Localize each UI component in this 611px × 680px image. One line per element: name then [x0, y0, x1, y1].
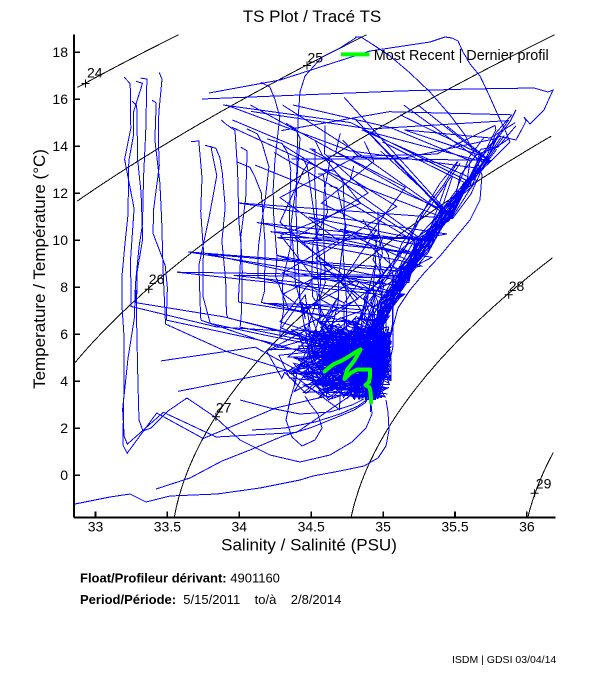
- svg-text:16: 16: [52, 91, 68, 107]
- svg-text:2: 2: [60, 420, 68, 436]
- svg-text:33: 33: [88, 519, 104, 535]
- svg-text:26: 26: [149, 271, 165, 287]
- svg-text:6: 6: [60, 326, 68, 342]
- svg-text:18: 18: [52, 44, 68, 60]
- svg-text:33.5: 33.5: [154, 519, 181, 535]
- svg-text:34.5: 34.5: [298, 519, 325, 535]
- svg-text:Float/Profileur dérivant: 4901: Float/Profileur dérivant: 4901160: [80, 571, 280, 586]
- svg-text:25: 25: [308, 50, 324, 66]
- svg-text:34: 34: [232, 519, 248, 535]
- svg-text:Temperature / Température (°C): Temperature / Température (°C): [30, 149, 49, 389]
- svg-text:10: 10: [52, 232, 68, 248]
- svg-text:29: 29: [536, 476, 552, 492]
- svg-text:35.5: 35.5: [441, 519, 468, 535]
- svg-text:4: 4: [60, 373, 68, 389]
- svg-text:24: 24: [87, 65, 103, 81]
- svg-text:12: 12: [52, 185, 68, 201]
- svg-text:14: 14: [52, 138, 68, 154]
- svg-text:Most Recent | Dernier profil: Most Recent | Dernier profil: [374, 48, 549, 64]
- svg-text:Salinity / Salinité (PSU): Salinity / Salinité (PSU): [221, 536, 397, 555]
- svg-text:36: 36: [519, 519, 535, 535]
- svg-text:8: 8: [60, 279, 68, 295]
- svg-text:Period/Période: 5/15/2011: Period/Période: 5/15/2011 to/à 2/8/2014: [80, 592, 341, 607]
- svg-text:0: 0: [60, 467, 68, 483]
- svg-text:27: 27: [216, 400, 232, 416]
- svg-text:35: 35: [375, 519, 391, 535]
- svg-text:28: 28: [509, 278, 525, 294]
- svg-text:ISDM | GDSI 03/04/14: ISDM | GDSI 03/04/14: [452, 654, 556, 666]
- svg-text:TS Plot / Tracé TS: TS Plot / Tracé TS: [243, 7, 382, 26]
